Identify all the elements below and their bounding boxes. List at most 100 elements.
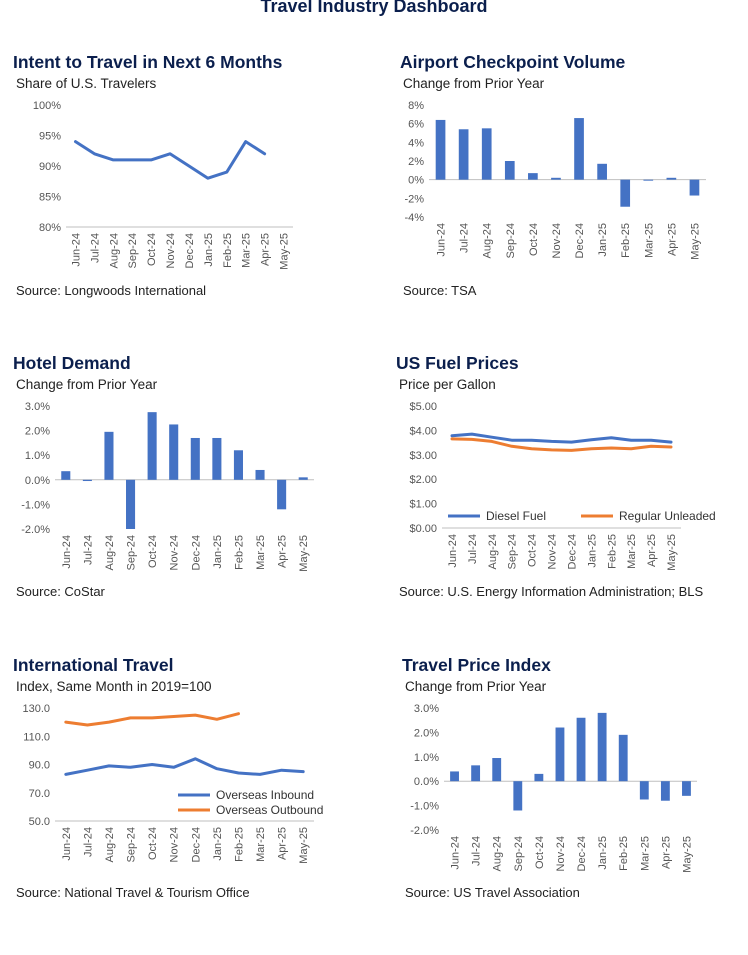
panel-source: Source: Longwoods International <box>16 283 207 298</box>
x-tick-label: Mar-25 <box>626 534 638 569</box>
x-tick-label: Aug-24 <box>487 534 499 569</box>
bar <box>618 734 628 782</box>
x-tick-label: Mar-25 <box>255 827 267 862</box>
y-tick-label: 2.0% <box>25 426 50 438</box>
bar <box>576 717 586 782</box>
x-tick-label: Feb-25 <box>606 534 618 569</box>
bar <box>660 781 670 801</box>
y-tick-label: 90.0 <box>29 760 50 772</box>
bar <box>597 712 607 782</box>
bar <box>555 727 565 782</box>
x-tick-label: Jul-24 <box>471 836 483 866</box>
y-tick-label: -1.0% <box>410 801 439 813</box>
x-tick-label: May-25 <box>298 535 310 572</box>
panel-title: International Travel <box>13 655 174 675</box>
legend-label: Overseas Outbound <box>216 803 323 817</box>
y-tick-label: -1.0% <box>21 499 50 511</box>
x-tick-label: Jul-24 <box>82 827 94 857</box>
panel-subtitle: Share of U.S. Travelers <box>16 76 157 91</box>
y-tick-label: -2.0% <box>21 524 50 536</box>
series-line <box>74 140 267 180</box>
bar <box>574 118 584 180</box>
x-tick-label: Jun-24 <box>450 836 462 870</box>
bar <box>620 179 631 207</box>
series-line <box>64 757 305 776</box>
x-tick-label: Feb-25 <box>222 233 234 268</box>
y-tick-label: -4% <box>404 212 424 224</box>
y-tick-label: 2% <box>408 156 424 168</box>
bar <box>255 469 265 480</box>
bar <box>190 437 200 480</box>
x-tick-label: Feb-25 <box>618 836 630 871</box>
y-tick-label: $4.00 <box>409 425 437 437</box>
x-tick-label: Jun-24 <box>436 223 448 257</box>
bar <box>471 765 481 782</box>
panel-travel-price-index: Travel Price Index Change from Prior Yea… <box>402 655 748 955</box>
legend-label: Overseas Inbound <box>216 788 314 802</box>
panel-title: Intent to Travel in Next 6 Months <box>13 52 283 72</box>
y-tick-label: 50.0 <box>29 816 50 828</box>
x-tick-label: Jul-24 <box>467 534 479 564</box>
y-tick-label: $3.00 <box>409 450 437 462</box>
price-index-bar-chart: -2.0% -1.0% 0.0% 1.0% 2.0% 3.0% Jun-24 Jul-24 Au… <box>410 703 697 873</box>
x-tick-label: Mar-25 <box>255 535 267 570</box>
bar <box>126 479 136 529</box>
x-tick-label: Aug-24 <box>492 836 504 871</box>
series-line <box>64 712 240 727</box>
x-tick-label: Oct-24 <box>146 233 158 266</box>
panel-subtitle: Change from Prior Year <box>405 679 547 694</box>
x-tick-label: May-25 <box>689 223 701 260</box>
dashboard-title: Travel Industry Dashboard <box>260 0 488 16</box>
x-tick-label: Feb-25 <box>233 827 245 862</box>
x-tick-label: Apr-25 <box>260 233 272 266</box>
x-tick-label: Dec-24 <box>566 534 578 569</box>
panel-subtitle: Change from Prior Year <box>403 76 545 91</box>
x-tick-label: Sep-24 <box>126 535 138 570</box>
bar <box>513 781 523 811</box>
bar <box>458 129 469 180</box>
panel-source: Source: U.S. Energy Information Administ… <box>399 584 704 599</box>
bar <box>233 450 243 480</box>
bar <box>666 177 677 180</box>
y-tick-label: 6% <box>408 119 424 131</box>
x-tick-label: Jun-24 <box>447 534 459 568</box>
y-tick-label: 85% <box>39 192 61 204</box>
bar <box>212 437 222 480</box>
y-tick-label: 0.0% <box>25 475 50 487</box>
x-tick-label: Nov-24 <box>547 534 559 569</box>
y-tick-label: $2.00 <box>409 474 437 486</box>
x-tick-label: Mar-25 <box>639 836 651 871</box>
x-tick-label: Apr-25 <box>277 535 289 568</box>
bar <box>435 119 446 180</box>
y-tick-label: 3.0% <box>25 401 50 413</box>
x-tick-label: Apr-25 <box>646 534 658 567</box>
x-tick-label: Sep-24 <box>126 827 138 862</box>
hotel-bar-chart: -2.0% -1.0% 0.0% 1.0% 2.0% 3.0% Jun-24 Jul-24 Au… <box>21 401 314 572</box>
x-tick-label: May-25 <box>681 836 693 873</box>
bar <box>528 173 538 180</box>
x-tick-label: Jan-25 <box>597 223 609 257</box>
panel-title: Airport Checkpoint Volume <box>400 52 626 72</box>
y-tick-label: $5.00 <box>409 401 437 413</box>
x-tick-label: Sep-24 <box>127 233 139 268</box>
international-line-chart: 50.0 70.0 90.0 110.0 130.0 Jun-24 Jul-24 Aug-24… <box>22 703 323 864</box>
bar <box>504 161 515 180</box>
x-tick-label: Mar-25 <box>241 233 253 268</box>
panel-subtitle: Index, Same Month in 2019=100 <box>16 679 212 694</box>
x-tick-label: Sep-24 <box>505 223 517 258</box>
x-tick-label: Apr-25 <box>666 223 678 256</box>
x-tick-label: Nov-24 <box>169 827 181 862</box>
bar <box>551 177 561 180</box>
airport-bar-chart: -4% -2% 0% 2% 4% 6% 8% Jun-24 Jul-24 Aug-24 Sep-24… <box>404 100 706 260</box>
x-tick-label: Oct-24 <box>147 535 159 568</box>
x-tick-label: Dec-24 <box>576 836 588 871</box>
bar <box>277 479 287 510</box>
x-tick-label: Dec-24 <box>190 535 202 570</box>
y-tick-label: -2.0% <box>410 825 439 837</box>
y-tick-label: 70.0 <box>29 788 50 800</box>
x-tick-label: Oct-24 <box>147 827 159 860</box>
bar <box>597 163 607 180</box>
y-tick-label: 4% <box>408 137 424 149</box>
x-tick-label: Apr-25 <box>660 836 672 869</box>
x-tick-label: Nov-24 <box>551 223 563 258</box>
